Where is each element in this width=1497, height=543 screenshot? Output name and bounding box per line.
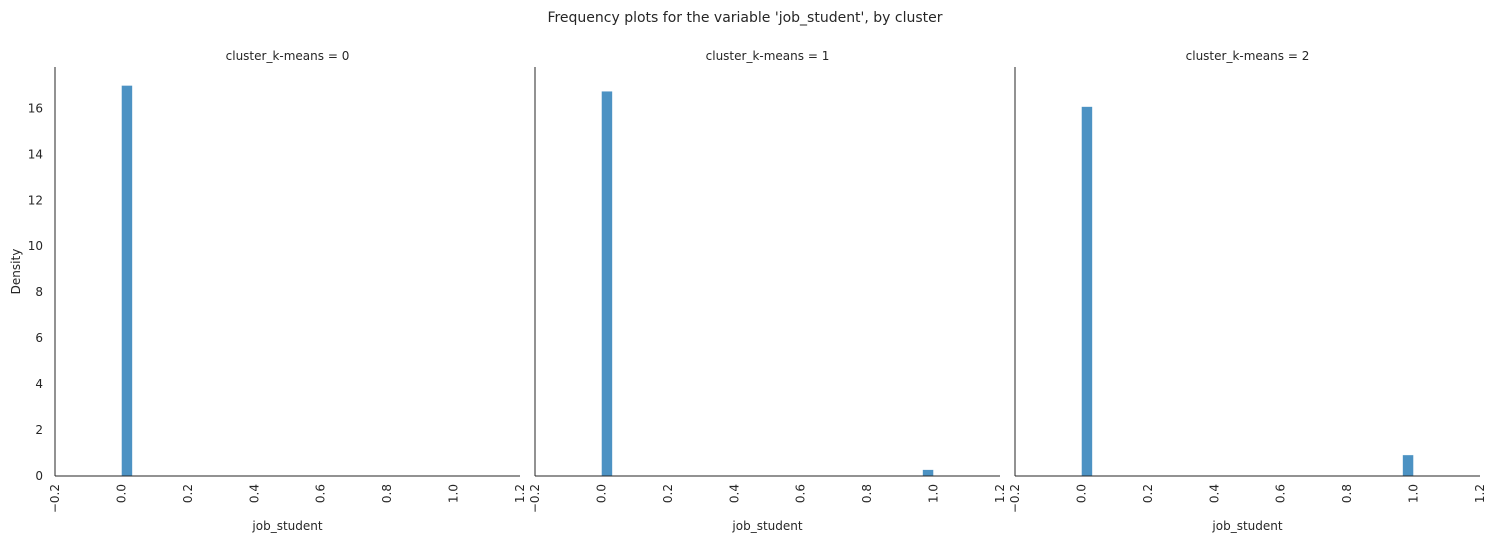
bar: [121, 85, 133, 477]
x-tick-label: 1.0: [927, 484, 941, 503]
x-tick-label: 0.4: [1207, 484, 1221, 503]
panel-title: cluster_k-means = 1: [706, 49, 830, 63]
y-tick-label: 8: [35, 285, 43, 299]
x-tick-label: 1.0: [1407, 484, 1421, 503]
panel-title: cluster_k-means = 2: [1186, 49, 1310, 63]
x-tick-label: −0.2: [528, 484, 542, 513]
bar: [601, 90, 613, 477]
x-tick-label: 0.0: [594, 484, 608, 503]
y-tick-label: 14: [28, 147, 43, 161]
x-tick-label: 1.2: [993, 484, 1007, 503]
panels: cluster_k-means = 0 −0.2 0.0 0.2 0.4 0.6 0.8 1.…: [9, 49, 1487, 533]
y-axis-label: Density: [9, 249, 23, 295]
figure-title: Frequency plots for the variable 'job_st…: [547, 10, 942, 26]
y-tick-label: 10: [28, 239, 43, 253]
panel-2: cluster_k-means = 2 −0.2 0.0 0.2 0.4 0.6 0.8 1.…: [1008, 49, 1487, 533]
x-tick-label: 0.6: [1274, 484, 1288, 503]
panel-title: cluster_k-means = 0: [226, 49, 350, 63]
x-tick-label: 0.0: [1074, 484, 1088, 503]
x-tick-label: 0.2: [661, 484, 675, 503]
x-tick-label: 0.8: [380, 484, 394, 503]
x-axis-label: job_student: [731, 519, 802, 533]
x-tick-label: 0.6: [314, 484, 328, 503]
x-tick-label: 0.0: [114, 484, 128, 503]
x-tick-label: 0.8: [1340, 484, 1354, 503]
x-tick-label: 1.0: [447, 484, 461, 503]
x-tick-label: 0.8: [860, 484, 874, 503]
x-tick-label: −0.2: [1008, 484, 1022, 513]
x-tick-label: 0.2: [181, 484, 195, 503]
bar: [1081, 106, 1093, 477]
y-tick-label: 4: [35, 377, 43, 391]
y-tick-label: 6: [35, 331, 43, 345]
y-tick-label: 0: [35, 469, 43, 483]
x-axis-label: job_student: [1211, 519, 1282, 533]
x-axis-label: job_student: [251, 519, 322, 533]
x-tick-label: 1.2: [513, 484, 527, 503]
bar: [1402, 454, 1414, 477]
panel-1: cluster_k-means = 1 −0.2 0.0 0.2 0.4 0.6 0.8 1.…: [528, 49, 1007, 533]
x-tick-label: −0.2: [48, 484, 62, 513]
x-tick-label: 0.4: [247, 484, 261, 503]
panel-0: cluster_k-means = 0 −0.2 0.0 0.2 0.4 0.6 0.8 1.…: [9, 49, 527, 533]
y-tick-label: 2: [35, 423, 43, 437]
x-tick-label: 0.4: [727, 484, 741, 503]
x-tick-label: 0.2: [1141, 484, 1155, 503]
y-tick-label: 16: [28, 101, 43, 115]
x-tick-label: 1.2: [1473, 484, 1487, 503]
y-tick-label: 12: [28, 193, 43, 207]
bar: [922, 469, 934, 477]
x-tick-label: 0.6: [794, 484, 808, 503]
